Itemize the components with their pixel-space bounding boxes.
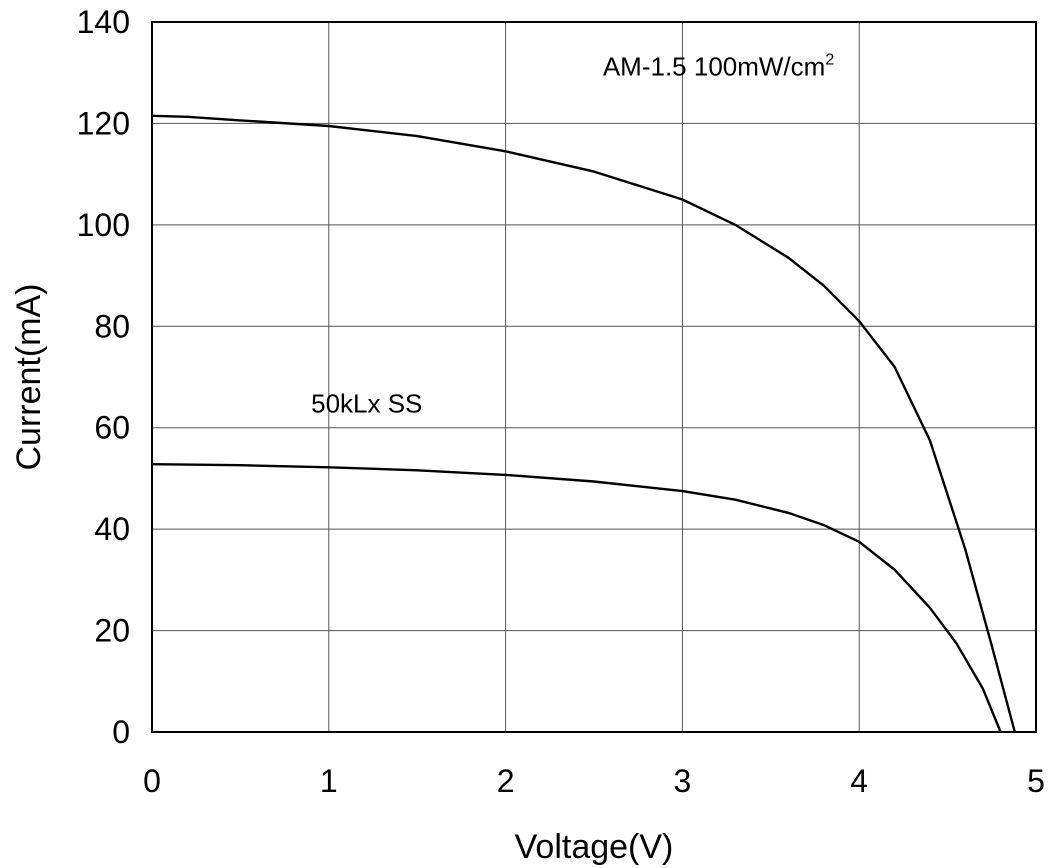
y-tick-labels: 0 20 40 60 80 100 120 140 (77, 4, 130, 750)
annotation-2: 50kLx SS (311, 389, 422, 419)
x-tick-labels: 0 1 2 3 4 5 (143, 763, 1045, 799)
y-axis-label: Current(mA) (10, 283, 48, 470)
y-tick-label: 120 (77, 105, 130, 141)
plot-frame (151, 21, 1037, 733)
x-tick-label: 2 (497, 763, 515, 799)
x-tick-label: 1 (320, 763, 338, 799)
series-line-2 (151, 463, 1002, 733)
annotations: AM-1.5 100mW/cm2 50kLx SS (311, 51, 834, 418)
y-tick-label: 80 (94, 308, 130, 344)
annotation-1: AM-1.5 100mW/cm2 (603, 51, 835, 81)
y-tick-label: 140 (77, 4, 130, 40)
grid-lines (152, 22, 1036, 732)
y-tick-label: 0 (112, 714, 130, 750)
y-tick-label: 40 (94, 511, 130, 547)
x-tick-label: 4 (850, 763, 868, 799)
x-tick-label: 3 (674, 763, 692, 799)
series-layer (151, 114, 1016, 733)
x-tick-label: 5 (1027, 763, 1045, 799)
x-axis-label: Voltage(V) (515, 828, 674, 866)
series-line-1 (151, 114, 1016, 733)
y-tick-label: 100 (77, 207, 130, 243)
y-tick-label: 20 (94, 613, 130, 649)
x-tick-label: 0 (143, 763, 161, 799)
y-tick-label: 60 (94, 410, 130, 446)
